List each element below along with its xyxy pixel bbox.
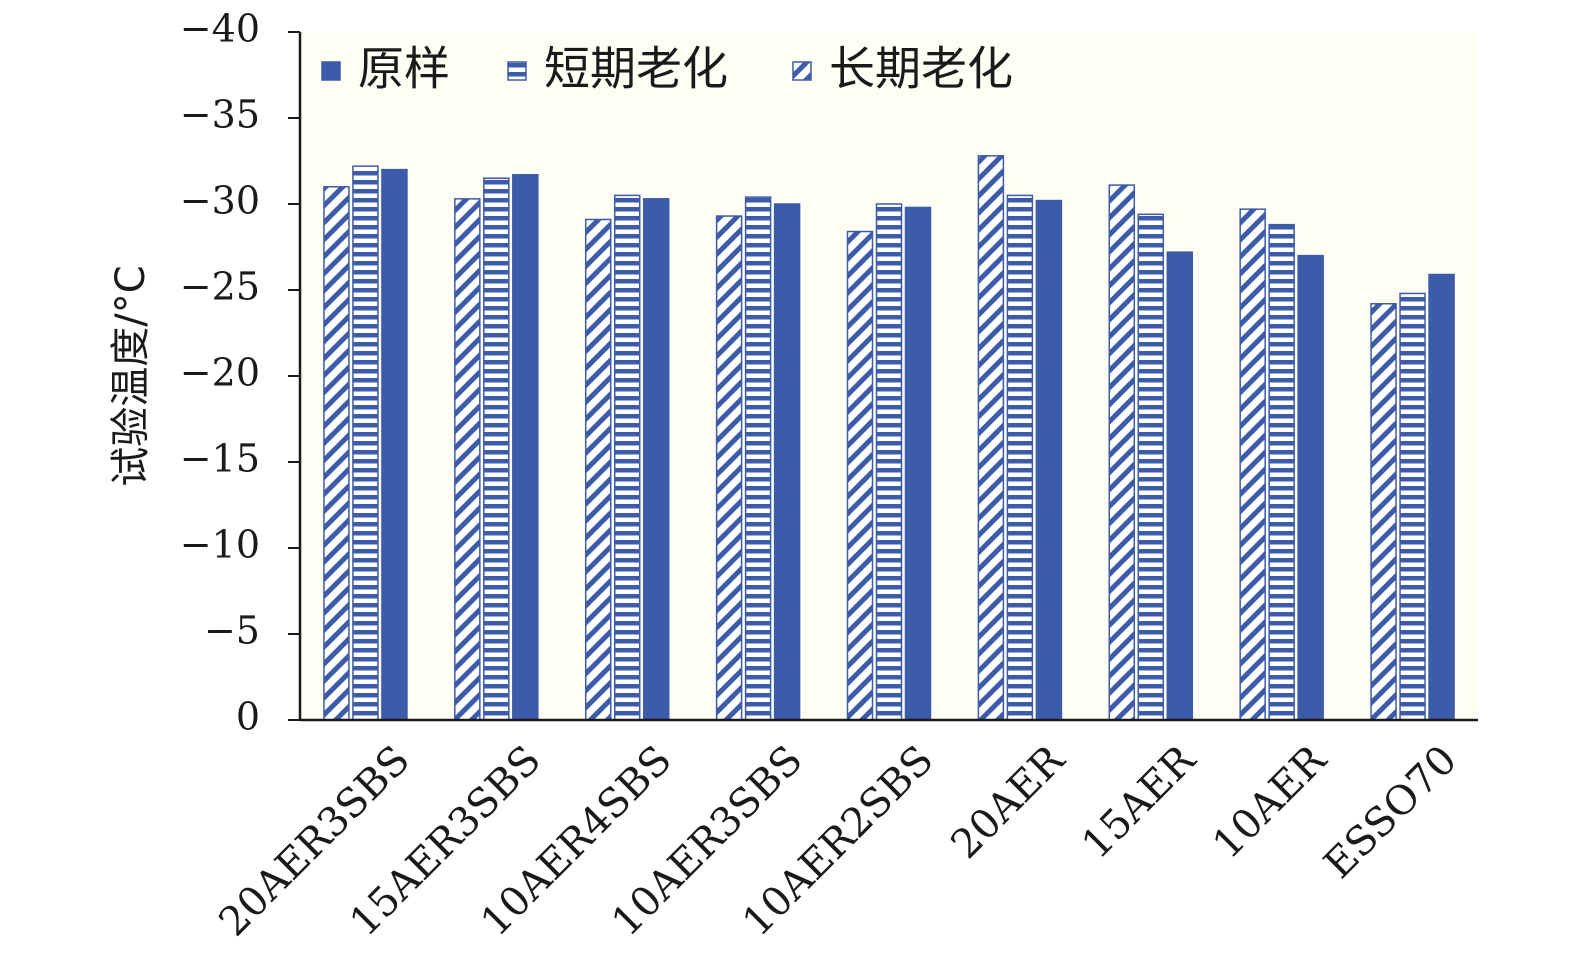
legend-label: 短期老化 [544,42,728,96]
y-tick-label: −20 [180,351,260,395]
bar-horizontal [744,196,772,721]
bar-solid [904,206,932,721]
x-category-label: ESSO70 [1315,737,1466,888]
bar-horizontal [613,194,641,721]
bar-solid [381,168,408,721]
bar-diagonal [454,198,481,721]
bar-horizontal [875,203,903,721]
y-tick-label: −5 [204,609,260,653]
y-tick-label: −10 [180,523,260,567]
bar-diagonal [715,215,743,721]
bar-horizontal [352,165,379,721]
bars-group [323,155,1455,721]
bar-solid [1297,254,1324,721]
x-category-label: 10AER [1204,736,1336,868]
bar-diagonal [323,186,350,721]
bar-solid [773,203,801,721]
legend-swatch-horizontal [507,61,527,81]
bar-horizontal [483,177,510,721]
y-tick-label: −25 [180,265,260,309]
legend-label: 原样 [358,42,450,96]
bar-diagonal [977,155,1005,721]
y-axis-ticks: 0 −5 −10 −15 −20 −25 −30 −35 −40 [180,7,300,739]
bar-solid [642,198,670,721]
y-tick-label: −35 [180,93,260,137]
legend-swatch-diagonal [792,61,812,81]
y-tick-label: −40 [180,7,260,51]
bar-solid [1166,251,1194,721]
bar-solid [1035,199,1063,721]
bar-horizontal [1268,223,1295,721]
bar-solid [512,174,539,721]
legend-swatch-solid [321,61,341,81]
x-category-label: 20AER [942,736,1074,868]
bar-solid [1428,273,1455,721]
x-category-label: 15AER [1073,736,1205,868]
y-tick-label: −30 [180,179,260,223]
bar-diagonal [1370,303,1397,721]
legend-label: 长期老化 [829,42,1013,96]
y-tick-label: −15 [180,437,260,481]
bar-horizontal [1399,292,1426,721]
bar-diagonal [846,230,874,721]
y-axis-label: 试验温度/°C [108,265,154,486]
x-axis-labels: 20AER3SBS15AER3SBS10AER4SBS10AER3SBS10AE… [210,736,1466,946]
bar-diagonal [1108,184,1136,721]
bar-horizontal [1006,194,1034,721]
y-tick-label: 0 [236,695,260,739]
bar-diagonal [584,218,612,721]
bar-horizontal [1137,213,1165,721]
bar-diagonal [1239,208,1266,721]
legend: 原样 短期老化 长期老化 [321,42,1013,96]
